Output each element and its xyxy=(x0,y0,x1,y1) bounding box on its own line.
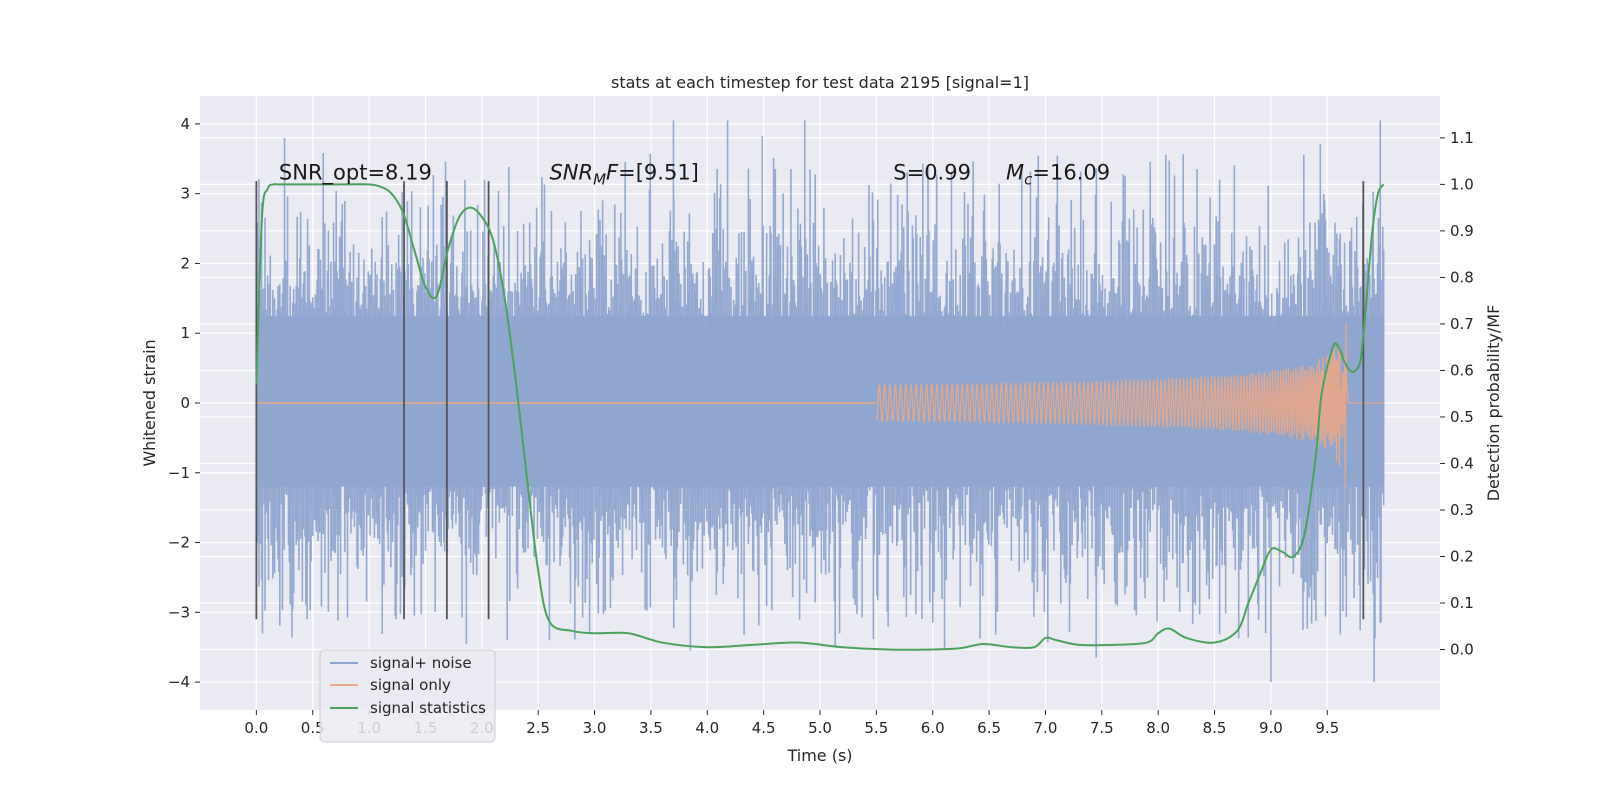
annotation-1: SNRMF=[9.51] xyxy=(549,161,698,189)
y-tick-label-2: 2 xyxy=(180,254,190,272)
y2-tick-label-1: 1.0 xyxy=(1450,175,1474,193)
y2-tick-label-2: 0.9 xyxy=(1450,222,1474,240)
x-tick-label-13: 6.5 xyxy=(977,719,1001,737)
x-axis-label: Time (s) xyxy=(786,746,852,765)
y2-tick-label-5: 0.6 xyxy=(1450,361,1474,379)
y2-tick-label-8: 0.3 xyxy=(1450,501,1474,519)
vertical-markers xyxy=(255,181,1365,620)
annotation-0: SNR_opt=8.19 xyxy=(279,161,432,186)
x-tick-label-14: 7.0 xyxy=(1034,719,1058,737)
y2-tick-label-6: 0.5 xyxy=(1450,408,1474,426)
x-tick-label-5: 2.5 xyxy=(526,719,550,737)
y2-tick-label-0: 1.1 xyxy=(1450,129,1474,147)
signal-only-chirp xyxy=(875,323,1384,488)
x-tick-label-0: 0.0 xyxy=(244,719,268,737)
x-tick-label-9: 4.5 xyxy=(752,719,776,737)
y-axis-right: 1.1 1.0 0.9 0.8 0.7 0.6 0.5 0.4 0.3 0.2 0.1 0.0 xyxy=(1440,129,1474,659)
x-tick-label-11: 5.5 xyxy=(864,719,888,737)
legend: signal+ noise signal only signal statist… xyxy=(319,649,496,743)
y-tick-label-5: −1 xyxy=(168,464,190,482)
y2-tick-label-3: 0.8 xyxy=(1450,268,1474,286)
x-tick-label-7: 3.5 xyxy=(639,719,663,737)
y-tick-label-4: 0 xyxy=(180,394,190,412)
y-tick-label-7: −3 xyxy=(168,603,190,621)
legend-label-signal-only: signal only xyxy=(370,676,451,694)
y-axis-left: 4 3 2 1 0 −1 −2 −3 −4 xyxy=(168,115,200,691)
y2-axis-label: Detection probability/MF xyxy=(1484,305,1503,502)
y2-tick-label-9: 0.2 xyxy=(1450,548,1474,566)
annotation-3: Mc=16.09 xyxy=(1006,161,1110,189)
x-tick-label-6: 3.0 xyxy=(583,719,607,737)
x-tick-label-8: 4.0 xyxy=(695,719,719,737)
y2-tick-label-10: 0.1 xyxy=(1450,594,1474,612)
y2-tick-label-11: 0.0 xyxy=(1450,641,1474,659)
x-tick-label-12: 6.0 xyxy=(921,719,945,737)
legend-box xyxy=(319,649,496,743)
chart-title: stats at each timestep for test data 219… xyxy=(611,73,1029,92)
x-tick-label-15: 7.5 xyxy=(1090,719,1114,737)
y-tick-label-8: −4 xyxy=(168,673,190,691)
y-tick-label-1: 3 xyxy=(180,185,190,203)
signal-statistics-line xyxy=(255,183,1385,651)
x-tick-label-19: 9.5 xyxy=(1315,719,1339,737)
annotations: SNR_opt=8.19 SNRMF=[9.51] S=0.99 Mc=16.09 xyxy=(279,161,1110,189)
x-tick-label-1: 0.5 xyxy=(301,719,325,737)
x-tick-label-16: 8.0 xyxy=(1146,719,1170,737)
y2-tick-label-7: 0.4 xyxy=(1450,454,1474,472)
y2-tick-label-4: 0.7 xyxy=(1450,315,1474,333)
x-tick-label-18: 9.0 xyxy=(1259,719,1283,737)
series-signal-only xyxy=(256,323,1384,488)
legend-label-signal-statistics: signal statistics xyxy=(370,699,486,717)
annotation-2: S=0.99 xyxy=(893,161,971,185)
x-tick-label-17: 8.5 xyxy=(1203,719,1227,737)
legend-label-signal-plus-noise: signal+ noise xyxy=(370,654,472,672)
x-tick-label-10: 5.0 xyxy=(808,719,832,737)
y-tick-label-6: −2 xyxy=(168,534,190,552)
series-signal-statistics xyxy=(255,183,1385,651)
y-axis-label: Whitened strain xyxy=(140,339,159,466)
y-tick-label-3: 1 xyxy=(180,324,190,342)
y-tick-label-0: 4 xyxy=(180,115,190,133)
